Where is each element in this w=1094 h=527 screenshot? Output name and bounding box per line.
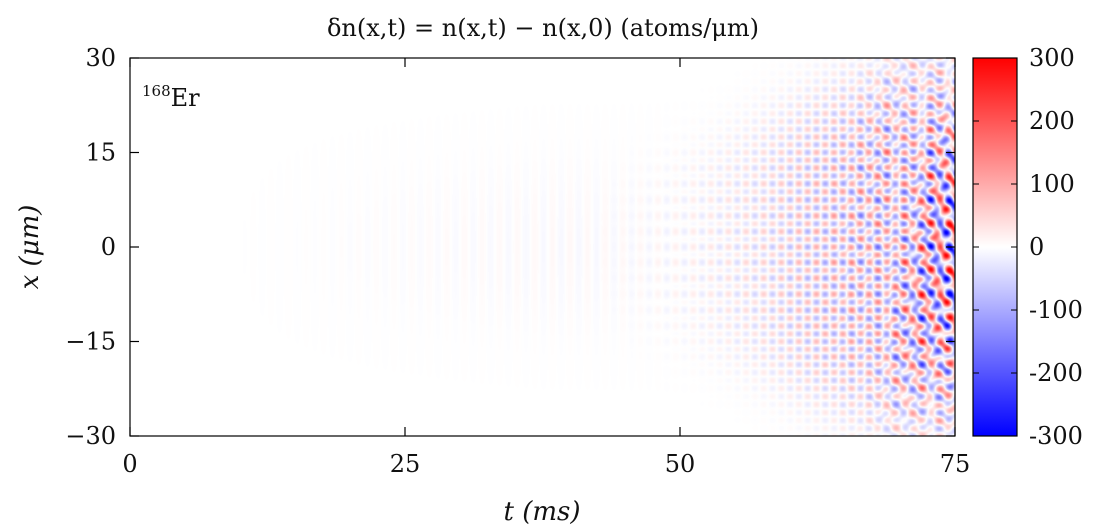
heatmap-canvas: [130, 58, 955, 436]
x-axis-label: t (ms): [504, 497, 581, 527]
colorbar-tick-label: 100: [1029, 170, 1075, 198]
x-tick-label: 50: [665, 450, 696, 478]
isotope-annotation: 168Er: [142, 82, 200, 112]
x-axis-ticks: 0 25 50 75: [122, 58, 970, 478]
y-tick-label: −30: [65, 422, 116, 450]
x-tick-label: 0: [122, 450, 137, 478]
y-tick-label: 0: [101, 233, 116, 261]
x-tick-label: 75: [940, 450, 971, 478]
heatmap-area: [130, 58, 955, 436]
colorbar-tick-label: 300: [1029, 44, 1075, 72]
isotope-symbol: Er: [171, 84, 201, 112]
colorbar-tick-label: -100: [1029, 296, 1083, 324]
colorbar-tick-label: -200: [1029, 359, 1083, 387]
colorbar: [972, 57, 1018, 437]
colorbar-tick-label: 0: [1029, 233, 1044, 261]
y-axis-label: x (μm): [15, 205, 45, 290]
colorbar-tick-label: 200: [1029, 107, 1075, 135]
y-tick-label: 30: [85, 44, 116, 72]
y-tick-label: 15: [85, 139, 116, 167]
x-tick-label: 25: [390, 450, 421, 478]
y-axis-ticks: 30 15 0 −15 −30: [65, 44, 955, 450]
colorbar-ticks: 300 200 100 0 -100 -200 -300: [973, 44, 1083, 450]
colorbar-tick-label: -300: [1029, 422, 1083, 450]
chart-title: δn(x,t) = n(x,t) − n(x,0) (atoms/μm): [327, 14, 759, 42]
isotope-mass-number: 168: [142, 82, 171, 100]
y-tick-label: −15: [65, 328, 116, 356]
